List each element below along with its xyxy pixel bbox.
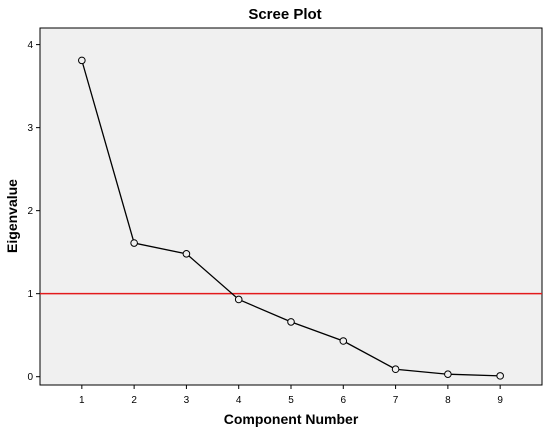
y-axis: 0 1 2 3 4 <box>27 40 40 383</box>
x-tick-label-5: 6 <box>341 395 347 406</box>
plot-area <box>39 27 543 386</box>
x-axis-label: Component Number <box>224 411 359 427</box>
chart-title: Scree Plot <box>248 6 321 23</box>
data-point-6 <box>339 337 348 345</box>
x-tick-label-3: 4 <box>236 395 242 406</box>
data-point-9 <box>496 372 504 380</box>
x-tick-label-1: 2 <box>131 395 137 406</box>
x-tick-label-6: 7 <box>393 395 399 406</box>
y-tick-label-2: 2 <box>27 206 33 217</box>
series-group <box>78 56 504 380</box>
data-point-5 <box>287 318 295 326</box>
x-tick-label-0: 1 <box>79 395 85 406</box>
x-tick-label-7: 8 <box>445 395 451 406</box>
y-tick-label-0: 0 <box>27 372 33 383</box>
x-tick-label-2: 3 <box>184 395 190 406</box>
data-point-4 <box>234 295 243 304</box>
y-axis-label: Eigenvalue <box>4 179 20 253</box>
data-point-3 <box>182 250 191 258</box>
data-point-1 <box>78 56 86 65</box>
data-point-8 <box>444 370 452 379</box>
y-tick-label-1: 1 <box>27 289 33 300</box>
data-point-2 <box>130 239 138 247</box>
x-tick-label-8: 9 <box>497 395 503 406</box>
x-tick-label-4: 5 <box>288 395 294 406</box>
y-tick-label-4: 4 <box>27 40 33 51</box>
x-axis: 1 2 3 4 5 6 7 8 9 <box>79 385 503 406</box>
data-point-7 <box>391 365 400 374</box>
y-tick-label-3: 3 <box>27 123 33 134</box>
